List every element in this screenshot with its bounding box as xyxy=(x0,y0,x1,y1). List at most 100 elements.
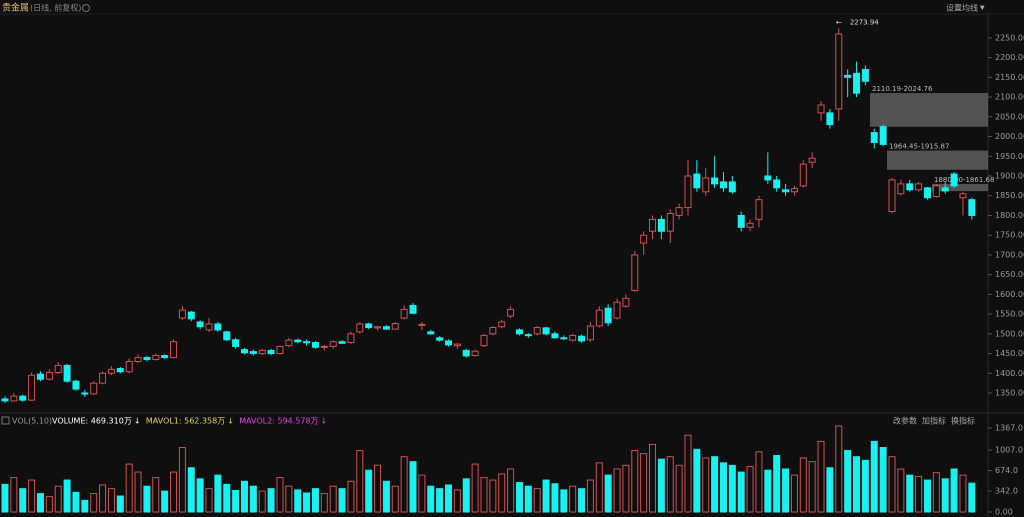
volume-bar xyxy=(54,485,62,513)
candle-body xyxy=(427,331,435,335)
volume-bar xyxy=(436,488,444,513)
volume-bar xyxy=(853,456,861,513)
candle-body xyxy=(125,360,133,373)
volume-bar xyxy=(888,456,896,513)
y-tick-label: 1650.00 xyxy=(995,270,1024,279)
candle-body xyxy=(595,309,603,327)
settings-icon[interactable] xyxy=(82,4,90,12)
y-tick-label: 1600.00 xyxy=(995,290,1024,299)
volume-bar xyxy=(870,440,878,513)
volume-bar xyxy=(205,488,213,513)
volume-bar xyxy=(90,493,98,513)
volume-bar xyxy=(10,477,18,513)
candle-body xyxy=(471,350,479,357)
candle-body xyxy=(923,187,931,199)
candle-body xyxy=(498,321,506,328)
candle-body xyxy=(578,335,586,342)
price-zone xyxy=(932,183,988,192)
volume-bar xyxy=(604,474,612,513)
indicator-button[interactable]: 加指标 xyxy=(922,416,946,426)
candle-body xyxy=(178,309,186,319)
volume-bar xyxy=(81,499,89,513)
volume-bar xyxy=(586,479,594,513)
volume-bar xyxy=(267,488,275,513)
y-tick-label: 1400.00 xyxy=(995,369,1024,378)
volume-legend: MAVOL2: 594.578万 xyxy=(239,417,318,426)
legend-arrow: ↓ xyxy=(227,417,234,426)
volume-bar xyxy=(489,479,497,513)
candle-body xyxy=(959,193,967,199)
volume-bar xyxy=(453,489,461,513)
y-tick-label: 1850.00 xyxy=(995,191,1024,200)
candle-body xyxy=(826,112,834,126)
volume-bar xyxy=(835,425,843,513)
candle-body xyxy=(258,349,266,355)
candle-body xyxy=(28,374,36,401)
candle-body xyxy=(737,214,745,228)
candle-body xyxy=(267,349,275,355)
volume-bar xyxy=(923,479,931,513)
volume-bar xyxy=(595,462,603,513)
candle-body xyxy=(116,368,124,373)
volume-bar xyxy=(711,456,719,513)
candle-body xyxy=(374,326,382,329)
volume-bar xyxy=(533,488,541,513)
candle-body xyxy=(303,341,311,344)
candle-body xyxy=(72,380,80,390)
candle-body xyxy=(515,329,523,335)
candle-body xyxy=(542,327,550,335)
volume-bar xyxy=(63,479,71,513)
candle-body xyxy=(782,189,790,193)
candle-body xyxy=(906,183,914,191)
volume-bar xyxy=(418,474,426,513)
candle-body xyxy=(134,357,142,362)
volume-icon[interactable] xyxy=(1,416,10,425)
volume-bar xyxy=(542,479,550,513)
candle-body xyxy=(143,357,151,360)
volume-bar xyxy=(498,473,506,513)
volume-bar xyxy=(702,457,710,513)
candle-body xyxy=(161,355,169,359)
volume-bar xyxy=(915,475,923,513)
candle-body xyxy=(684,175,692,209)
candle-body xyxy=(693,173,701,189)
high-arrow: ← xyxy=(836,18,842,26)
candle-body xyxy=(480,334,488,347)
candle-body xyxy=(436,337,444,341)
candle-body xyxy=(870,132,878,143)
candle-body xyxy=(560,337,568,340)
candle-body xyxy=(1,398,9,402)
y-tick-label: 1800.00 xyxy=(995,211,1024,220)
candle-body xyxy=(764,175,772,181)
indicator-button[interactable]: 改参数 xyxy=(893,416,917,426)
candle-body xyxy=(657,218,665,232)
candle-body xyxy=(10,395,18,402)
volume-bar xyxy=(613,468,621,513)
volume-bar xyxy=(631,450,639,513)
y-tick-label: 2100.00 xyxy=(995,93,1024,102)
y-tick-label: 1550.00 xyxy=(995,310,1024,319)
volume-bar xyxy=(382,480,390,513)
candle-body xyxy=(817,104,825,114)
volume-legend: VOLUME: 469.310万 xyxy=(52,417,132,426)
volume-bar xyxy=(480,477,488,513)
y-tick-label: 1750.00 xyxy=(995,231,1024,240)
ma-menu[interactable]: 设置均线 xyxy=(946,3,978,13)
volume-bar xyxy=(826,467,834,513)
candle-body xyxy=(365,323,373,329)
volume-bar xyxy=(578,488,586,513)
volume-bar xyxy=(462,478,470,513)
volume-bar xyxy=(790,474,798,513)
candle-body xyxy=(666,212,674,232)
volume-bar xyxy=(285,485,293,513)
volume-bar xyxy=(400,456,408,513)
volume-bar xyxy=(374,464,382,513)
volume-bar xyxy=(196,478,204,513)
candle-body xyxy=(631,254,639,291)
candle-body xyxy=(187,311,195,320)
candle-body xyxy=(950,173,958,187)
candle-body xyxy=(36,373,44,380)
candle-body xyxy=(320,345,328,348)
indicator-button[interactable]: 换指标 xyxy=(951,416,975,426)
